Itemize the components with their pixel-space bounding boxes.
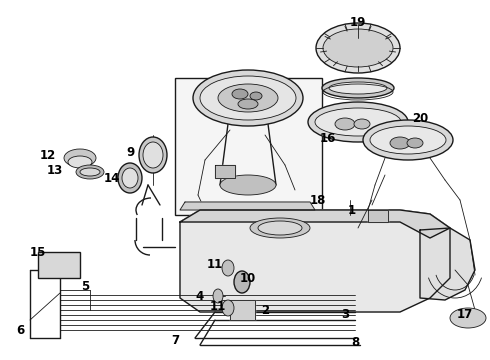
Bar xyxy=(175,78,322,215)
Text: 13: 13 xyxy=(47,163,63,176)
Ellipse shape xyxy=(450,308,486,328)
Ellipse shape xyxy=(258,221,302,235)
Ellipse shape xyxy=(323,29,393,67)
Ellipse shape xyxy=(234,271,250,293)
Text: 1: 1 xyxy=(348,203,356,216)
Text: 2: 2 xyxy=(261,303,269,316)
Ellipse shape xyxy=(222,300,234,316)
Text: 8: 8 xyxy=(351,336,359,348)
Text: 11: 11 xyxy=(210,300,226,312)
Ellipse shape xyxy=(322,78,394,98)
Ellipse shape xyxy=(370,126,446,154)
Text: 15: 15 xyxy=(30,246,46,258)
Ellipse shape xyxy=(232,89,248,99)
Ellipse shape xyxy=(220,175,276,195)
Text: 12: 12 xyxy=(40,149,56,162)
Ellipse shape xyxy=(64,149,96,167)
Polygon shape xyxy=(230,300,255,320)
Ellipse shape xyxy=(316,23,400,73)
Text: 9: 9 xyxy=(126,145,134,158)
Ellipse shape xyxy=(329,82,387,94)
Text: 11: 11 xyxy=(207,257,223,270)
Ellipse shape xyxy=(315,108,401,136)
Ellipse shape xyxy=(76,165,104,179)
Polygon shape xyxy=(215,165,235,178)
Ellipse shape xyxy=(139,137,167,173)
Polygon shape xyxy=(180,210,450,238)
Text: 5: 5 xyxy=(81,280,89,293)
Ellipse shape xyxy=(390,137,410,149)
Ellipse shape xyxy=(222,260,234,276)
Ellipse shape xyxy=(238,99,258,109)
Ellipse shape xyxy=(118,163,142,193)
Text: 7: 7 xyxy=(171,333,179,346)
Ellipse shape xyxy=(250,218,310,238)
Ellipse shape xyxy=(193,70,303,126)
Text: 19: 19 xyxy=(350,15,366,28)
Polygon shape xyxy=(180,202,315,210)
Ellipse shape xyxy=(143,142,163,168)
Polygon shape xyxy=(368,210,388,222)
Ellipse shape xyxy=(218,84,278,112)
Ellipse shape xyxy=(354,119,370,129)
Ellipse shape xyxy=(335,118,355,130)
Ellipse shape xyxy=(250,92,262,100)
Text: 17: 17 xyxy=(457,309,473,321)
Bar xyxy=(38,252,80,278)
Text: 20: 20 xyxy=(412,112,428,125)
Text: 4: 4 xyxy=(196,289,204,302)
Ellipse shape xyxy=(407,138,423,148)
Ellipse shape xyxy=(68,156,92,168)
Ellipse shape xyxy=(213,289,223,303)
Ellipse shape xyxy=(200,76,296,120)
Text: 16: 16 xyxy=(320,131,336,144)
Ellipse shape xyxy=(363,120,453,160)
Polygon shape xyxy=(180,210,450,312)
Ellipse shape xyxy=(122,168,138,188)
Ellipse shape xyxy=(308,102,408,142)
Text: 10: 10 xyxy=(240,271,256,284)
Text: 18: 18 xyxy=(310,194,326,207)
Polygon shape xyxy=(420,228,475,300)
Text: 3: 3 xyxy=(341,309,349,321)
Ellipse shape xyxy=(80,168,100,176)
Text: 6: 6 xyxy=(16,324,24,337)
Text: 14: 14 xyxy=(104,171,120,185)
